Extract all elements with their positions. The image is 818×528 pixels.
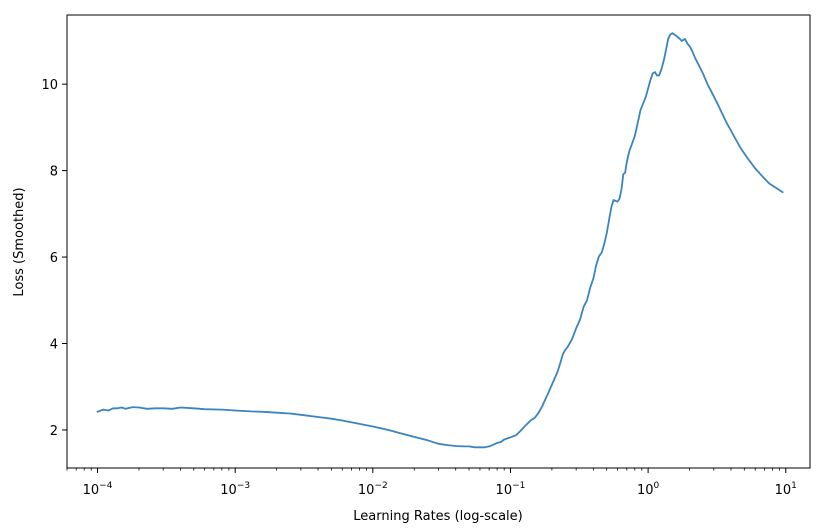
x-tick-base: 10 <box>775 483 792 498</box>
x-tick-base: 10 <box>637 483 654 498</box>
x-tick-base: 10 <box>496 483 513 498</box>
x-tick-label: 10−3 <box>220 481 250 498</box>
x-tick-base: 10 <box>220 483 237 498</box>
y-tick-label: 6 <box>50 251 58 266</box>
series-layer <box>96 32 784 449</box>
y-tick-label: 4 <box>50 338 58 353</box>
y-tick-label: 8 <box>50 165 58 180</box>
x-tick-exponent: 0 <box>654 481 660 491</box>
x-tick-label: 10−2 <box>358 481 388 498</box>
y-axis-ticks: 2 4 6 8 10 <box>41 78 67 439</box>
x-tick-base: 10 <box>83 483 100 498</box>
y-axis-label: Loss (Smoothed) <box>12 187 27 296</box>
x-tick-exponent: −3 <box>237 481 250 491</box>
x-tick-exponent: −2 <box>374 481 387 491</box>
x-tick-exponent: 1 <box>791 481 797 491</box>
x-tick-label: 100 <box>637 481 660 498</box>
x-tick-label: 10−4 <box>83 481 113 498</box>
x-tick-label: 101 <box>775 481 797 498</box>
y-tick-label: 2 <box>50 424 58 439</box>
x-tick-exponent: −4 <box>99 481 113 491</box>
x-axis-ticks: 10−4 10−3 10−2 10−1 100 101 <box>66 468 797 498</box>
x-tick-base: 10 <box>358 483 375 498</box>
plot-area-frame <box>66 14 811 469</box>
x-tick-exponent: −1 <box>512 481 525 491</box>
loss-curve-line <box>96 32 784 449</box>
y-tick-label: 10 <box>41 78 58 93</box>
x-axis-label: Learning Rates (log-scale) <box>353 509 522 524</box>
x-tick-label: 10−1 <box>496 481 526 498</box>
